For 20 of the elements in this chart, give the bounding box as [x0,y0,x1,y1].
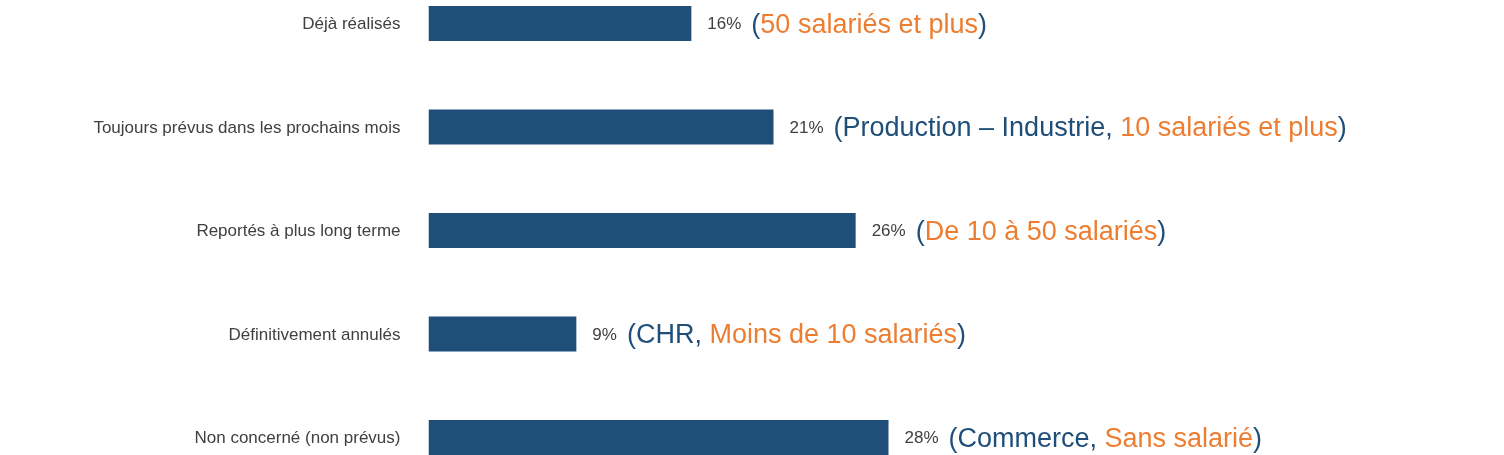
data-label: 9% [592,324,617,344]
y-tick-label: Déjà réalisés [302,14,401,33]
bar [428,5,692,42]
y-tick-label: Reportés à plus long terme [196,221,401,240]
data-label: 28% [904,428,939,447]
annotation: (Production – Industrie, 10 salariés et plus) [833,112,1347,142]
annotation: (50 salariés et plus) [751,8,987,39]
bar [428,109,774,145]
y-tick-label: Définitivement annulés [228,324,401,344]
bar [428,419,889,455]
bar [428,316,577,352]
annotation: (CHR, Moins de 10 salariés) [626,319,967,349]
data-label: 21% [789,117,824,137]
data-label: 16% [707,14,742,33]
y-tick-label: Toujours prévus dans les prochains mois [93,117,401,137]
data-label: 26% [871,221,906,240]
annotation: (De 10 à 50 salariés) [915,215,1167,246]
annotation: (Commerce, Sans salarié) [948,422,1263,453]
y-tick-label: Non concerné (non prévus) [194,428,401,447]
bar [428,212,856,249]
